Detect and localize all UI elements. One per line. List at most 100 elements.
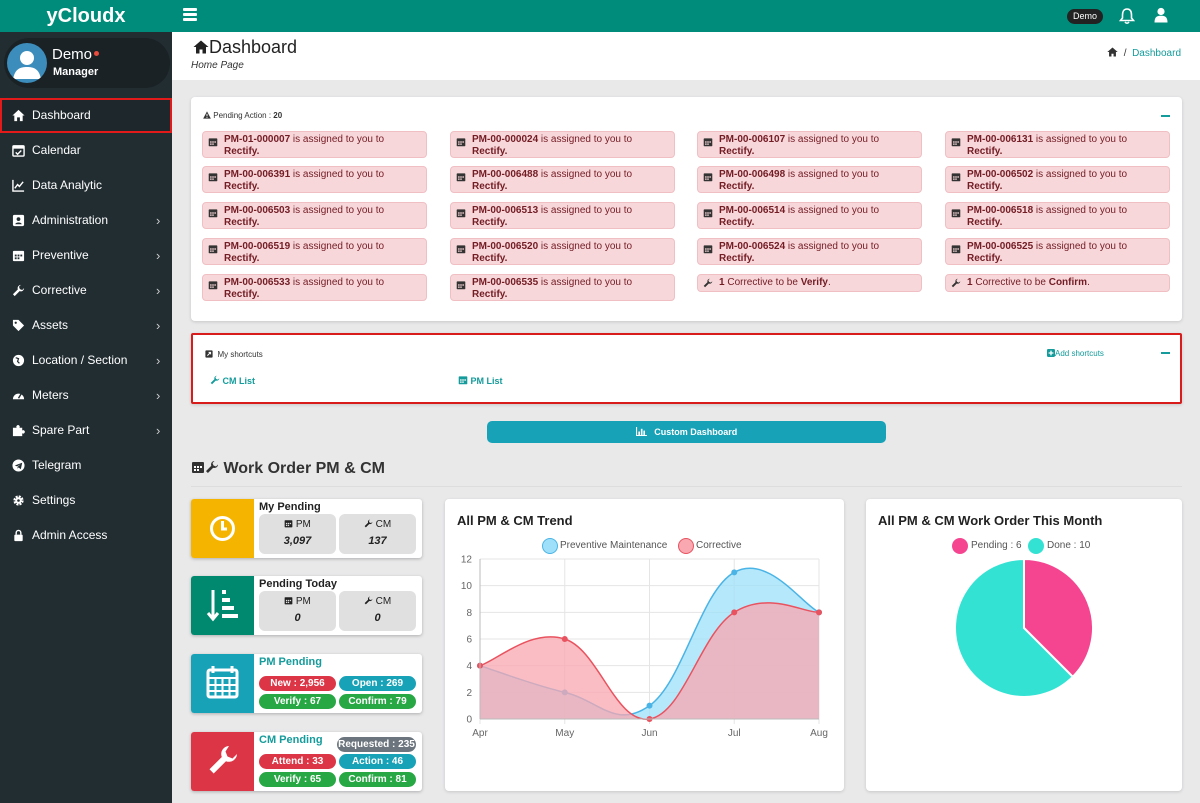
sidebar-item-location-section[interactable]: Location / Section › (0, 343, 172, 378)
pending-corrective-confirm[interactable]: 1 Corrective to be Confirm. (945, 274, 1170, 292)
my-pending-cm[interactable]: CM 137 (339, 514, 416, 554)
pending-item-id: PM-00-006520 (472, 241, 539, 252)
y-tick-label: 8 (466, 608, 472, 619)
pending-corrective-verify[interactable]: 1 Corrective to be Verify. (697, 274, 922, 292)
legend-label-pm[interactable]: Preventive Maintenance (560, 540, 668, 551)
sidebar-item-corrective[interactable]: Corrective › (0, 273, 172, 308)
pending-item[interactable]: PM-00-006391 is assigned to you to Rectif… (202, 166, 427, 193)
pending-item[interactable]: PM-00-006107 is assigned to you to Rectif… (697, 131, 922, 158)
shortcut-cm-list[interactable]: CM List (210, 375, 255, 386)
series-area-1 (480, 602, 819, 720)
pie-slice-pending[interactable] (1023, 557, 1094, 679)
pie-slice-done[interactable] (954, 557, 1075, 698)
custom-dashboard-button[interactable]: Custom Dashboard (487, 421, 886, 443)
pending-item[interactable]: PM-00-006488 is assigned to you to Rectif… (450, 166, 675, 193)
pm-pending-box[interactable]: PM Pending New : 2,956 Open : 269 Verify… (191, 654, 422, 713)
sidebar-item-telegram[interactable]: Telegram (0, 448, 172, 483)
pending-item[interactable]: PM-00-006498 is assigned to you to Rectif… (697, 166, 922, 193)
pending-today-cm[interactable]: CM 0 (339, 591, 416, 631)
my-pending-box[interactable]: My Pending PM 3,097 CM 137 (191, 499, 422, 558)
user-icon[interactable] (1154, 7, 1168, 23)
sidebar-item-label: Calendar (32, 143, 81, 157)
gear-icon (13, 495, 24, 506)
y-tick-label: 10 (461, 581, 473, 592)
pm-verify-badge[interactable]: Verify : 67 (259, 694, 336, 709)
legend-swatch-pm[interactable] (542, 538, 558, 554)
chevron-right-icon: › (156, 353, 161, 368)
sidebar-item-admin-access[interactable]: Admin Access (0, 518, 172, 553)
cm-verify-badge[interactable]: Verify : 65 (259, 772, 336, 787)
legend-swatch-cm[interactable] (678, 538, 694, 554)
chevron-right-icon: › (156, 388, 161, 403)
page-header: Dashboard Home Page / Dashboard (172, 32, 1200, 80)
sidebar-item-data-analytic[interactable]: Data Analytic (0, 168, 172, 203)
pending-item[interactable]: PM-00-006502 is assigned to you to Rectif… (945, 166, 1170, 193)
globe-icon (12, 354, 25, 367)
pending-item-id: PM-00-006503 (224, 205, 291, 216)
legend-label-cm[interactable]: Corrective (696, 540, 742, 551)
wrench-icon (364, 596, 373, 605)
gauge-icon (12, 393, 25, 400)
calendar-icon (951, 173, 961, 182)
home-icon[interactable] (1107, 47, 1118, 57)
shortcut-pm-list[interactable]: PM List (458, 375, 503, 386)
user-profile[interactable]: Demo Manager (4, 38, 170, 88)
sidebar-item-administration[interactable]: Administration › (0, 203, 172, 238)
pending-item[interactable]: PM-00-000024 is assigned to you to Rectif… (450, 131, 675, 158)
pending-item[interactable]: PM-00-006524 is assigned to you to Rectif… (697, 238, 922, 265)
pm-confirm-badge[interactable]: Confirm : 79 (339, 694, 416, 709)
legend-label-done[interactable]: Done : 10 (1047, 540, 1091, 551)
my-pending-pm[interactable]: PM 3,097 (259, 514, 336, 554)
pending-item[interactable]: PM-00-006514 is assigned to you to Rectif… (697, 202, 922, 229)
chevron-right-icon: › (156, 213, 161, 228)
data-point-1 (816, 609, 822, 616)
pending-today-box[interactable]: Pending Today PM 0 CM 0 (191, 576, 422, 635)
breadcrumb-current[interactable]: Dashboard (1132, 48, 1181, 59)
demo-badge[interactable]: Demo (1067, 9, 1104, 24)
pending-item[interactable]: PM-00-006518 is assigned to you to Rectif… (945, 202, 1170, 229)
sidebar-item-spare-part[interactable]: Spare Part › (0, 413, 172, 448)
sidebar-item-preventive[interactable]: Preventive › (0, 238, 172, 273)
pending-item[interactable]: PM-00-006513 is assigned to you to Rectif… (450, 202, 675, 229)
pending-item[interactable]: PM-00-006525 is assigned to you to Rectif… (945, 238, 1170, 265)
legend-swatch-pending[interactable] (952, 538, 968, 554)
pending-item[interactable]: PM-00-006535 is assigned to you to Rectif… (450, 274, 675, 301)
legend-swatch-done[interactable] (1028, 538, 1044, 554)
pending-item[interactable]: PM-00-006519 is assigned to you to Rectif… (202, 238, 427, 265)
trend-chart: 0 2 4 6 8 10 12 Apr May Jun Jul Aug (461, 555, 828, 740)
pending-item[interactable]: PM-00-006503 is assigned to you to Rectif… (202, 202, 427, 229)
sidebar-item-dashboard[interactable]: Dashboard (0, 98, 172, 133)
sidebar-item-assets[interactable]: Assets › (0, 308, 172, 343)
hamburger-menu-icon[interactable] (183, 8, 197, 21)
legend-label-pending[interactable]: Pending : 6 (971, 540, 1022, 551)
breadcrumb-separator: / (1123, 48, 1127, 59)
cm-requested-badge[interactable]: Requested : 235 (337, 737, 416, 752)
pending-item[interactable]: PM-00-006520 is assigned to you to Rectif… (450, 238, 675, 265)
pending-today-pm[interactable]: PM 0 (259, 591, 336, 631)
sidebar-item-settings[interactable]: Settings (0, 483, 172, 518)
sidebar-item-meters[interactable]: Meters › (0, 378, 172, 413)
bell-icon[interactable] (1119, 7, 1135, 25)
cm-pending-box[interactable]: CM Pending Requested : 235 Attend : 33 A… (191, 732, 422, 791)
add-shortcuts-button[interactable]: Add shortcuts (1047, 349, 1104, 358)
pending-item[interactable]: PM-00-006131 is assigned to you to Rectif… (945, 131, 1170, 158)
y-tick-label: 0 (466, 715, 472, 726)
pending-item[interactable]: PM-00-006533 is assigned to you to Rectif… (202, 274, 427, 301)
home-icon (193, 40, 209, 54)
pm-new-badge[interactable]: New : 2,956 (259, 676, 336, 691)
cm-confirm-badge[interactable]: Confirm : 81 (339, 772, 416, 787)
x-tick-label: Jun (641, 728, 657, 739)
cm-attend-badge[interactable]: Attend : 33 (259, 754, 336, 769)
pending-item[interactable]: PM-01-000007 is assigned to you to Rectif… (202, 131, 427, 158)
cm-action-badge[interactable]: Action : 46 (339, 754, 416, 769)
pm-open-badge[interactable]: Open : 269 (339, 676, 416, 691)
collapse-minus-icon[interactable] (1161, 352, 1170, 354)
calendar-icon (284, 597, 293, 605)
tag-icon (12, 319, 25, 332)
brand-logo[interactable]: yCloudx (46, 5, 126, 27)
calendar-icon (208, 209, 218, 218)
sidebar-item-calendar[interactable]: Calendar (0, 133, 172, 168)
calendar-icon (456, 173, 466, 182)
collapse-minus-icon[interactable] (1161, 115, 1170, 117)
pending-item-id: PM-00-006533 (224, 277, 291, 288)
